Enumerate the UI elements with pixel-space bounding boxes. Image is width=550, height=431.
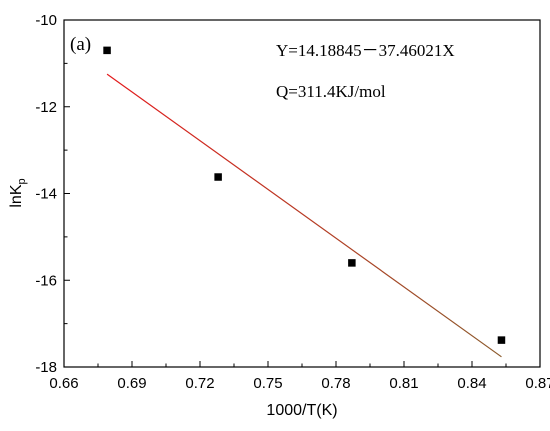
x-tick-label: 0.75 — [253, 375, 282, 392]
y-axis-title-subscript: p — [16, 178, 28, 184]
data-point — [214, 173, 222, 181]
data-point — [497, 336, 506, 344]
activation-energy: Q=311.4KJ/mol — [276, 82, 386, 101]
x-tick-label: 0.69 — [117, 375, 146, 392]
fit-equation: Y=14.18845－37.46021X — [276, 41, 455, 60]
data-points — [103, 46, 506, 344]
panel-label: (a) — [70, 34, 91, 55]
y-axis-title-main: lnK — [8, 184, 25, 207]
x-axis-title: 1000/T(K) — [266, 402, 337, 419]
y-tick-label: -16 — [35, 272, 57, 289]
fit-line — [106, 73, 502, 358]
data-point — [348, 259, 356, 267]
y-tick-label: -18 — [35, 359, 57, 376]
y-axis-ticks: -10 -12 -14 -16 -18 — [35, 12, 70, 376]
y-tick-label: -12 — [35, 99, 57, 116]
plot-frame — [63, 19, 541, 368]
data-point — [103, 46, 111, 55]
y-axis-title: lnKp — [8, 178, 28, 207]
x-tick-label: 0.72 — [185, 375, 214, 392]
x-tick-label: 0.84 — [457, 375, 486, 392]
x-tick-label: 0.87 — [525, 375, 550, 392]
x-axis-ticks: 0.66 0.69 0.72 0.75 0.78 0.81 0.84 0.87 — [49, 361, 550, 392]
y-tick-label: -14 — [35, 186, 57, 203]
x-tick-label: 0.78 — [321, 375, 350, 392]
y-tick-label: -10 — [35, 12, 57, 29]
x-tick-label: 0.66 — [49, 375, 78, 392]
x-tick-label: 0.81 — [389, 375, 418, 392]
